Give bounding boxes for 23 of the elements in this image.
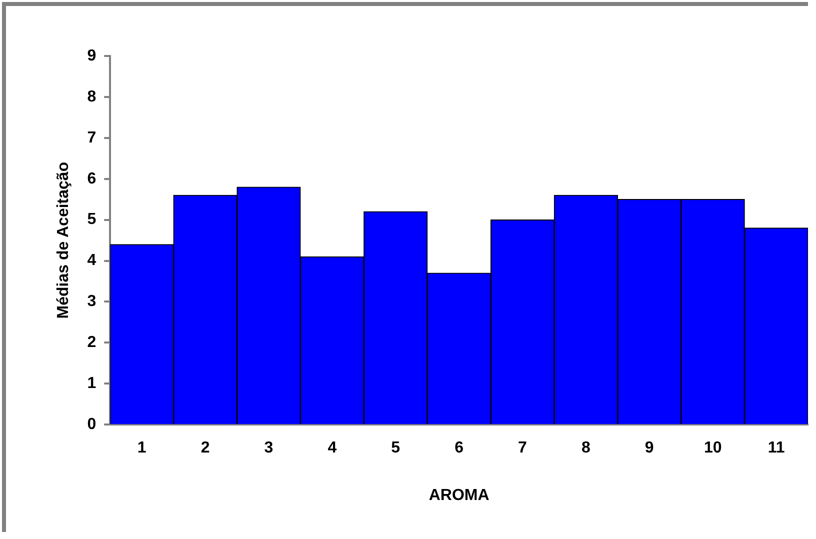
y-tick-label: 6	[87, 170, 96, 188]
y-tick-label: 4	[87, 252, 96, 270]
x-tick-label: 2	[200, 440, 210, 457]
y-tick-label: 9	[87, 47, 96, 64]
y-tick-label: 8	[87, 88, 96, 106]
x-tick-label: 7	[518, 440, 528, 457]
y-tick-label: 2	[87, 334, 96, 352]
y-tick-label: 0	[87, 416, 96, 434]
x-tick-label: 1	[137, 440, 146, 457]
x-tick-label: 11	[768, 440, 785, 457]
x-axis-title: AROMA	[428, 486, 490, 504]
x-tick-label: 8	[581, 440, 590, 457]
y-axis-title: Médias de Aceitação	[55, 162, 72, 319]
y-tick-label: 5	[87, 211, 96, 228]
x-tick-label: 4	[328, 440, 337, 457]
x-tick-label: 9	[644, 440, 654, 457]
x-tick-label: 6	[454, 440, 464, 457]
y-tick-label: 7	[87, 129, 96, 146]
y-tick-label: 3	[87, 293, 96, 310]
y-tick-label: 1	[87, 375, 96, 392]
x-tick-label: 5	[391, 440, 400, 457]
x-tick-label: 10	[704, 440, 722, 457]
x-tick-label: 3	[264, 440, 274, 457]
